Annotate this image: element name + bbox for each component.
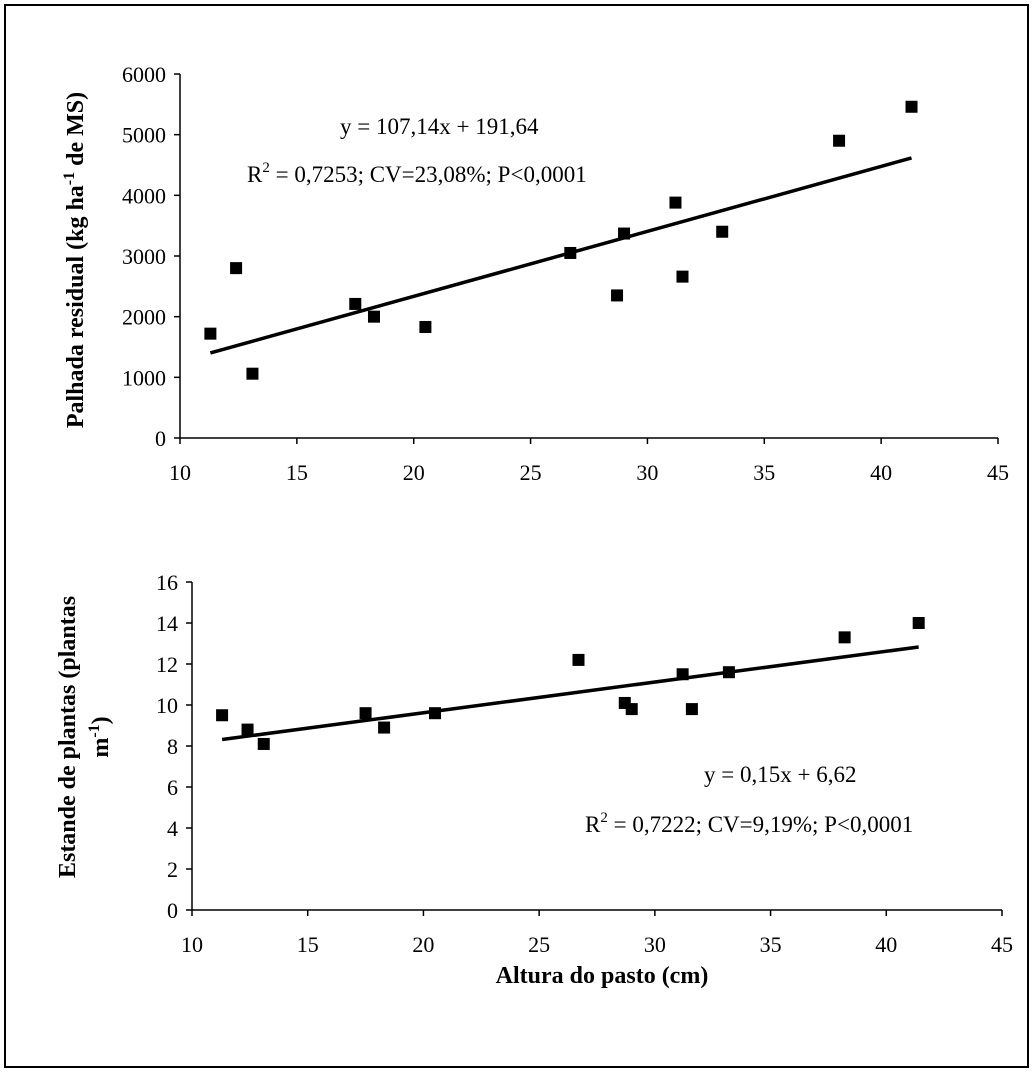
bottom-x-tick-label: 40 <box>875 932 897 957</box>
bottom-y-tick-label: 10 <box>156 693 178 718</box>
bottom-y-tick-label: 8 <box>167 734 178 759</box>
top-x-tick-label: 45 <box>987 460 1009 485</box>
top-x-tick-label: 20 <box>403 460 425 485</box>
top-data-point <box>367 310 380 323</box>
bottom-x-tick-label: 10 <box>181 932 203 957</box>
top-data-point <box>905 100 918 113</box>
bottom-data-point <box>676 668 689 681</box>
top-data-point <box>230 262 243 275</box>
bottom-x-tick-label: 45 <box>991 932 1013 957</box>
bottom-data-point <box>241 723 254 736</box>
top-y-axis-label: Palhada residual (kg ha-1 de MS) <box>61 92 89 428</box>
bottom-x-tick-label: 30 <box>644 932 666 957</box>
bottom-x-tick-label: 25 <box>528 932 550 957</box>
bottom-axes: 0 2 4 6 8 10 12 14 16 10 15 20 25 30 35 40 45 <box>156 570 1013 957</box>
top-marks <box>204 100 918 380</box>
chart-top: Palhada residual (kg ha-1 de MS) y = 107… <box>61 62 1009 485</box>
bottom-y-tick-label: 14 <box>156 611 178 636</box>
top-data-point <box>204 327 217 340</box>
top-y-tick-label: 4000 <box>122 183 166 208</box>
bottom-data-point <box>625 703 638 716</box>
top-y-tick-label: 0 <box>155 426 166 451</box>
bottom-data-point <box>429 707 441 720</box>
bottom-data-point <box>378 721 391 734</box>
top-data-point <box>618 227 631 240</box>
bottom-y-tick-label: 4 <box>167 816 178 841</box>
bottom-stats: R2 = 0,7222; CV=9,19%; P<0,0001 <box>585 810 913 837</box>
x-axis-label: Altura do pasto (cm) <box>496 963 709 989</box>
bottom-equation: y = 0,15x + 6,62 <box>704 762 856 787</box>
top-trendline <box>209 156 912 355</box>
top-data-point <box>669 196 682 209</box>
bottom-trendline <box>221 645 919 742</box>
bottom-data-point <box>257 737 270 750</box>
bottom-y-tick-label: 0 <box>167 898 178 923</box>
figure-frame <box>4 4 1029 1068</box>
top-x-tick-label: 25 <box>520 460 542 485</box>
top-x-tick-label: 10 <box>169 460 191 485</box>
top-data-point <box>833 134 846 147</box>
bottom-x-tick-label: 35 <box>760 932 782 957</box>
top-x-tick-label: 35 <box>753 460 775 485</box>
top-data-point <box>419 320 432 333</box>
top-data-point <box>349 297 362 310</box>
bottom-data-point <box>838 631 851 644</box>
bottom-y-axis-label-line2: m-1) <box>86 716 114 757</box>
bottom-y-tick-label: 6 <box>167 775 178 800</box>
top-data-point <box>716 225 729 238</box>
bottom-data-point <box>359 707 372 720</box>
bottom-data-point <box>912 617 925 629</box>
bottom-x-tick-label: 15 <box>297 932 319 957</box>
bottom-x-tick-label: 20 <box>412 932 434 957</box>
top-data-point <box>246 367 259 380</box>
top-data-point <box>611 289 624 302</box>
top-data-point <box>564 246 577 259</box>
top-y-tick-label: 2000 <box>122 305 166 330</box>
chart-bottom: Estande de plantas (plantas m-1) y = 0,1… <box>55 570 1013 989</box>
top-data-point <box>676 270 689 283</box>
top-y-tick-label: 6000 <box>122 62 166 87</box>
bottom-y-tick-label: 2 <box>167 857 178 882</box>
bottom-y-axis-label-line1: Estande de plantas (plantas <box>55 596 81 878</box>
top-x-tick-label: 30 <box>636 460 658 485</box>
top-y-tick-label: 3000 <box>122 244 166 269</box>
bottom-data-point <box>216 709 229 722</box>
top-y-tick-label: 5000 <box>122 123 166 148</box>
bottom-y-tick-label: 16 <box>156 570 178 595</box>
bottom-marks <box>216 617 925 750</box>
top-equation: y = 107,14x + 191,64 <box>340 114 539 139</box>
top-x-tick-label: 40 <box>870 460 892 485</box>
bottom-data-point <box>722 666 735 679</box>
top-x-tick-label: 15 <box>286 460 308 485</box>
bottom-y-tick-label: 12 <box>156 652 178 677</box>
top-axes: 0 1000 2000 3000 4000 5000 6000 10 15 20 25 30 35 40 4… <box>122 62 1009 485</box>
top-stats: R2 = 0,7253; CV=23,08%; P<0,0001 <box>247 160 587 187</box>
top-y-tick-label: 1000 <box>122 365 166 390</box>
bottom-data-point <box>572 653 585 666</box>
bottom-data-point <box>685 703 698 716</box>
